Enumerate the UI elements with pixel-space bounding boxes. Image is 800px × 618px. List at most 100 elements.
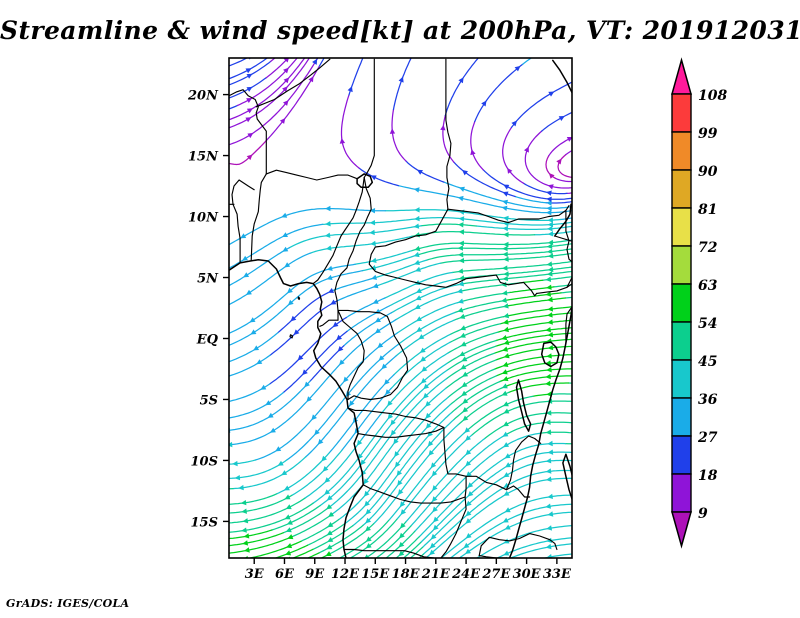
colorbar-tick-label: 45 (698, 354, 717, 370)
coastline (337, 309, 365, 401)
streamline-arrow (547, 449, 554, 455)
streamline-arrow (503, 490, 510, 496)
streamline (504, 297, 567, 307)
coastline (505, 435, 542, 491)
streamline-arrow (460, 364, 467, 370)
streamline-arrow (503, 339, 510, 345)
streamline-arrow (547, 253, 554, 259)
streamline-arrow (256, 359, 263, 365)
streamline (229, 332, 279, 363)
streamline (282, 330, 348, 394)
streamline (439, 252, 572, 264)
streamline-arrow (547, 511, 554, 517)
streamline-arrow (503, 408, 510, 414)
streamline-arrow (343, 376, 349, 383)
streamline (449, 375, 498, 406)
streamline-arrow (546, 200, 552, 206)
streamline (545, 201, 572, 204)
streamline (424, 477, 572, 558)
streamline (494, 353, 572, 370)
streamline-arrow (547, 221, 554, 228)
streamline-arrow (370, 240, 376, 247)
streamline-arrow (311, 414, 317, 421)
streamline (232, 456, 307, 490)
streamline-arrow (465, 518, 472, 524)
streamline (576, 453, 592, 454)
streamline-arrow (324, 489, 331, 495)
streamline-arrow (504, 524, 511, 530)
grads-credit: GrADS: IGES/COLA (6, 597, 130, 610)
streamline-arrow (502, 199, 508, 205)
streamline (321, 216, 572, 226)
streamline-arrow (363, 478, 369, 485)
streamline-arrow (458, 275, 465, 281)
streamline-arrow (419, 347, 426, 353)
streamline (210, 293, 215, 295)
streamline-arrow (246, 86, 253, 92)
streamline-arrow (287, 299, 294, 306)
streamline-arrow (502, 251, 508, 257)
streamline-arrow (326, 274, 333, 280)
streamline-arrow (547, 493, 553, 499)
streamline-arrow (547, 231, 554, 237)
streamline-arrow (283, 67, 289, 74)
streamline (564, 442, 572, 445)
streamline (541, 111, 572, 132)
streamline (229, 207, 386, 246)
streamline (422, 469, 572, 555)
streamline-arrow (502, 421, 509, 427)
colorbar-tick-label: 90 (698, 164, 718, 180)
streamline (503, 375, 572, 388)
streamline (452, 386, 505, 421)
streamline-arrow (381, 363, 388, 370)
streamline-arrow (339, 138, 346, 144)
streamline-arrow (503, 442, 510, 448)
streamline-arrow (545, 419, 551, 425)
streamline-arrow (277, 460, 284, 466)
colorbar-tick-label: 36 (698, 392, 718, 408)
streamline-arrow (457, 195, 464, 202)
streamline-arrow (457, 298, 464, 304)
streamline-arrow (275, 446, 282, 452)
x-tick-label: 33E (543, 567, 572, 582)
streamline-arrow (460, 325, 466, 331)
streamline (277, 292, 329, 334)
streamline (343, 312, 393, 347)
streamline-arrow (547, 226, 553, 232)
streamline (229, 269, 364, 346)
streamline-arrow (394, 461, 401, 468)
streamline (585, 207, 590, 208)
x-tick-label: 27E (481, 567, 511, 582)
coastline (337, 309, 409, 401)
streamline-arrow (385, 389, 391, 395)
streamline-arrow (431, 470, 438, 477)
streamline (354, 250, 413, 265)
streamline (447, 368, 496, 398)
x-axis: 3E 6E 9E 12E 15E 18E 21E 24E 27E 30E 33E (245, 558, 572, 582)
streamline-arrow (399, 532, 405, 539)
streamline (304, 438, 363, 499)
streamline-arrow (326, 530, 333, 536)
streamline (394, 291, 458, 321)
streamline (482, 169, 572, 200)
streamline-arrow (429, 542, 436, 549)
streamline (420, 451, 572, 544)
streamline-arrow (545, 360, 551, 366)
streamline (372, 424, 459, 525)
colorbar-tick-label: 54 (698, 316, 717, 332)
streamline (375, 525, 412, 558)
streamline-arrow (265, 400, 272, 406)
streamline-arrow (245, 117, 252, 123)
streamline (440, 494, 572, 558)
streamline-arrow (501, 383, 508, 389)
streamline-arrow (398, 550, 405, 557)
streamline (496, 361, 572, 377)
streamline-arrow (547, 217, 553, 223)
streamline-arrow (243, 533, 250, 539)
streamline-arrow (504, 453, 511, 459)
streamline-arrow (545, 468, 552, 474)
streamline (495, 332, 572, 347)
streamline (376, 262, 442, 287)
streamline-arrow (417, 169, 423, 175)
streamline-arrow (370, 175, 377, 181)
